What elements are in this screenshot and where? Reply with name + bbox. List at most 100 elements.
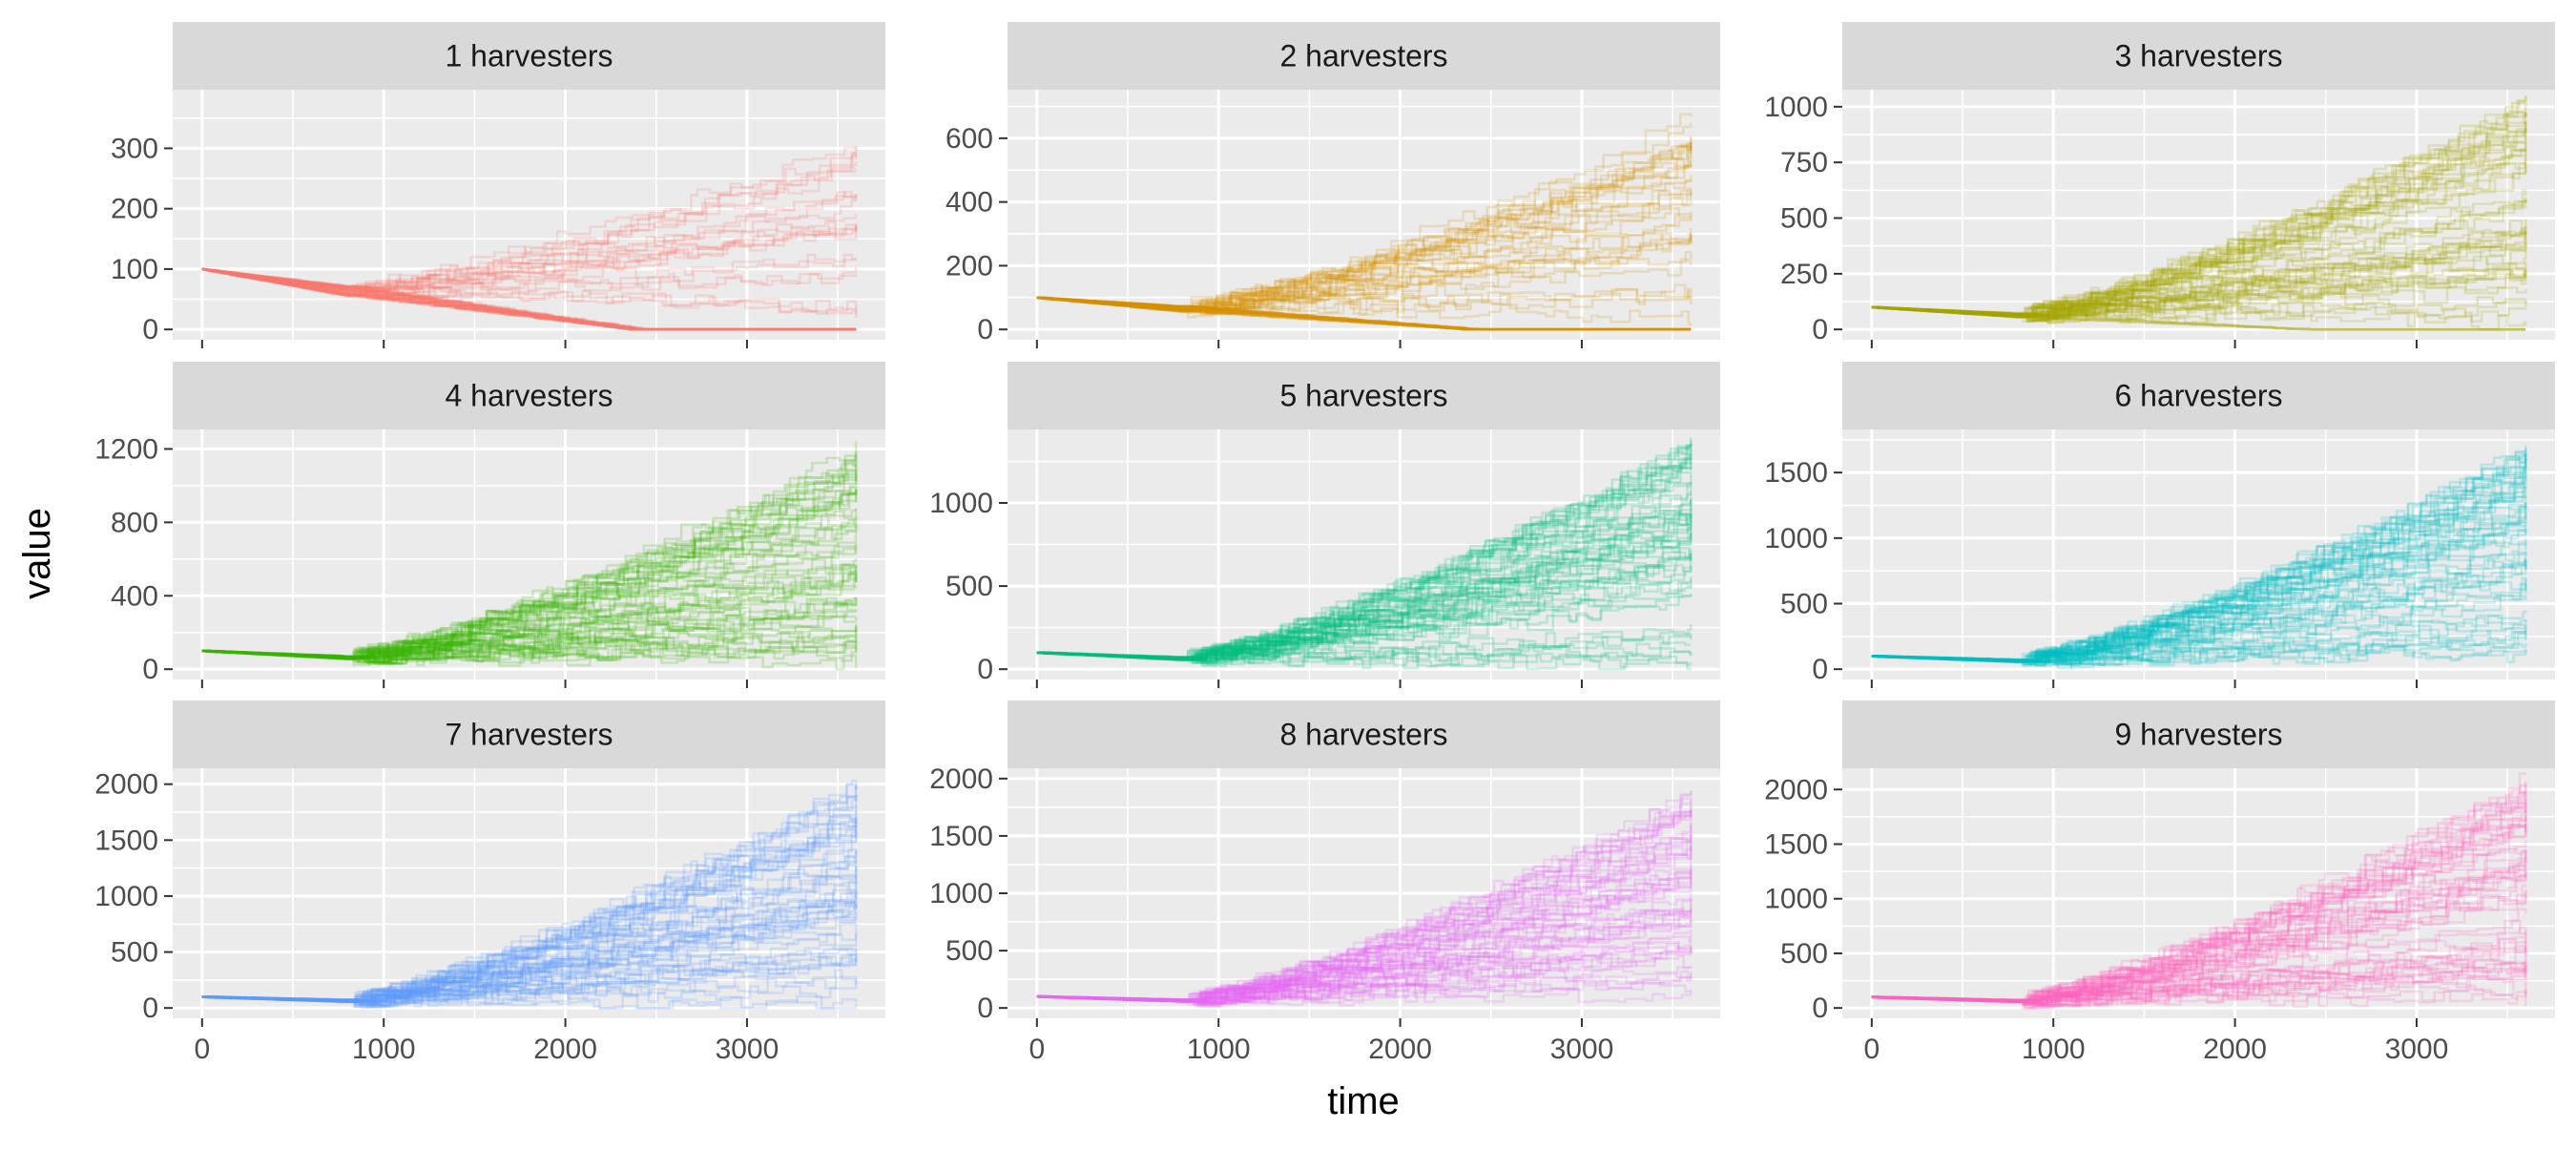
trajectory-line (201, 492, 858, 663)
trajectory-line (1871, 233, 2527, 321)
trajectory-line (1036, 476, 1693, 660)
trajectory-line (1871, 488, 2527, 662)
trajectory-line (1871, 236, 2527, 321)
y-tick-label: 750 (1780, 147, 1828, 178)
trajectory-line (1036, 944, 1693, 1006)
y-tick-label: 500 (1780, 203, 1828, 235)
trajectory-line (1036, 228, 1693, 316)
trajectory-line (201, 267, 857, 331)
trajectory-line (201, 267, 858, 298)
trajectory-line (201, 645, 858, 665)
y-tick-label: 2000 (929, 763, 993, 795)
x-tick-label: 2000 (1368, 1034, 1432, 1065)
x-tick-label: 0 (1028, 1034, 1045, 1065)
trajectories (1871, 94, 2527, 331)
trajectory-line (201, 891, 858, 1008)
trajectory-line (1871, 521, 2527, 661)
trajectory-line (201, 889, 858, 1009)
trajectory-line (1036, 296, 1692, 331)
trajectory-line (1036, 467, 1693, 664)
trajectory-line (1871, 648, 2527, 665)
y-tick-label: 1000 (94, 881, 158, 912)
trajectory-line (1036, 530, 1693, 662)
trajectory-line (201, 826, 858, 1002)
trajectory-line (201, 470, 858, 660)
trajectory-line (1036, 158, 1693, 310)
trajectory-line (201, 526, 858, 659)
trajectory-line (1871, 121, 2527, 319)
trajectory-line (201, 267, 857, 331)
panel-background (173, 768, 885, 1018)
trajectory-line (1871, 149, 2527, 317)
trajectory-line (201, 469, 858, 659)
trajectory-line (201, 267, 858, 296)
trajectory-line (1871, 249, 2527, 318)
trajectory-line (1871, 305, 2527, 331)
trajectory-line (1871, 153, 2527, 319)
trajectory-line (1036, 447, 1693, 659)
facet-panel-7: 7 harvesters 0 500 1000 1500 2000 0 1000 2000 300… (94, 700, 885, 1065)
trajectory-line (1036, 848, 1693, 1001)
trajectories (1036, 113, 1693, 331)
trajectory-line (1036, 146, 1693, 308)
trajectory-line (1871, 476, 2527, 664)
y-tick-label: 0 (977, 993, 993, 1024)
trajectory-line (1871, 873, 2527, 1004)
trajectory-line (1871, 826, 2527, 1009)
trajectory-line (201, 584, 858, 662)
trajectory-line (1036, 232, 1693, 313)
trajectory-line (1871, 227, 2527, 318)
trajectory-line (1871, 265, 2527, 320)
trajectory-line (1871, 551, 2527, 663)
trajectory-line (201, 601, 858, 659)
trajectory-line (1871, 873, 2527, 1002)
trajectory-line (1036, 179, 1693, 314)
trajectory-line (1871, 502, 2527, 663)
trajectory-line (201, 190, 858, 295)
trajectory-line (201, 267, 857, 331)
trajectory-line (1871, 941, 2527, 1002)
trajectory-line (1036, 520, 1693, 659)
trajectory-line (201, 253, 858, 302)
trajectory-line (1871, 824, 2527, 1002)
trajectory-line (201, 641, 858, 665)
trajectory-line (1036, 211, 1693, 312)
y-tick-label: 1500 (1764, 828, 1828, 860)
x-tick-label: 3000 (1550, 1034, 1614, 1065)
trajectory-line (1036, 870, 1693, 1006)
trajectory-line (201, 597, 858, 660)
trajectory-line (201, 624, 858, 665)
trajectory-line (1871, 474, 2527, 661)
trajectory-line (201, 223, 858, 301)
trajectory-line (1036, 791, 1693, 1002)
trajectory-line (201, 955, 858, 1008)
trajectory-line (1871, 458, 2527, 664)
trajectory-line (201, 214, 858, 298)
trajectory-line (1036, 987, 1693, 1007)
trajectory-line (201, 461, 858, 659)
trajectory-line (1871, 926, 2527, 1003)
trajectory-line (1036, 855, 1693, 1001)
trajectory-line (1036, 908, 1693, 1004)
trajectory-line (1871, 494, 2527, 666)
trajectory-line (201, 572, 858, 664)
trajectory-line (1871, 798, 2527, 1002)
trajectory-line (1871, 510, 2527, 662)
trajectory-line (1871, 268, 2527, 321)
x-tick-label: 1000 (352, 1034, 416, 1065)
trajectory-line (201, 880, 858, 1004)
trajectory-line (1871, 457, 2527, 664)
trajectory-line (201, 564, 858, 659)
trajectory-line (1036, 528, 1693, 661)
trajectory-line (1036, 929, 1693, 1003)
trajectory-line (1036, 296, 1692, 331)
trajectory-line (1036, 141, 1693, 312)
trajectory-line (1036, 456, 1693, 660)
trajectory-line (1871, 538, 2527, 665)
trajectory-line (201, 627, 858, 665)
y-tick-label: 200 (111, 194, 158, 225)
trajectory-line (201, 615, 858, 664)
trajectory-line (1036, 811, 1693, 1003)
trajectory-line (1871, 816, 2527, 1003)
trajectory-line (1036, 296, 1692, 331)
